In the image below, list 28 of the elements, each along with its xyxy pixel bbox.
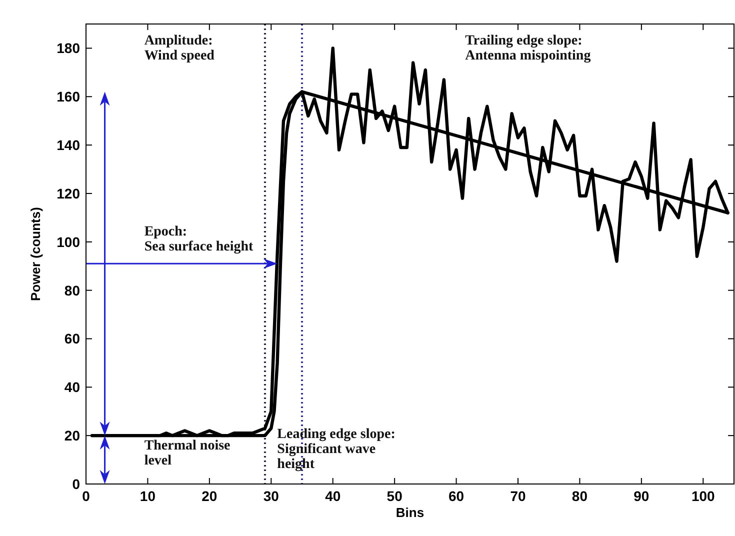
y-tick-label: 0 <box>72 476 80 492</box>
y-tick-label: 40 <box>64 379 80 396</box>
x-tick-label: 60 <box>448 488 464 504</box>
x-tick-label: 70 <box>510 488 526 504</box>
y-tick-label: 100 <box>56 234 80 250</box>
y-tick-label: 140 <box>56 137 80 154</box>
y-tick-label: 180 <box>56 40 80 56</box>
y-axis-title: Power (counts) <box>28 207 43 301</box>
x-axis-title: Bins <box>396 505 424 520</box>
annotation: Thermal noise level <box>144 438 230 468</box>
y-tick-label: 120 <box>56 185 80 202</box>
x-tick-label: 80 <box>572 488 588 504</box>
x-tick-label: 40 <box>325 488 341 504</box>
x-tick-label: 20 <box>202 488 218 504</box>
y-tick-label: 160 <box>56 88 80 105</box>
annotation: Trailing edge slope: Antenna mispointing <box>465 34 591 64</box>
annotation: Epoch: Sea surface height <box>144 224 254 255</box>
x-tick-label: 90 <box>634 488 650 504</box>
x-tick-label: 50 <box>386 488 403 504</box>
annotation: Leading edge slope: Significant wave height <box>277 427 396 472</box>
y-tick-label: 80 <box>64 282 80 298</box>
x-tick-label: 10 <box>140 488 156 504</box>
x-tick-label: 100 <box>691 488 716 504</box>
x-tick-label: 30 <box>263 488 280 504</box>
annotation: Amplitude: Wind speed <box>144 34 215 64</box>
y-tick-label: 20 <box>64 428 80 444</box>
x-tick-label: 0 <box>82 488 90 504</box>
y-tick-label: 60 <box>64 330 80 347</box>
